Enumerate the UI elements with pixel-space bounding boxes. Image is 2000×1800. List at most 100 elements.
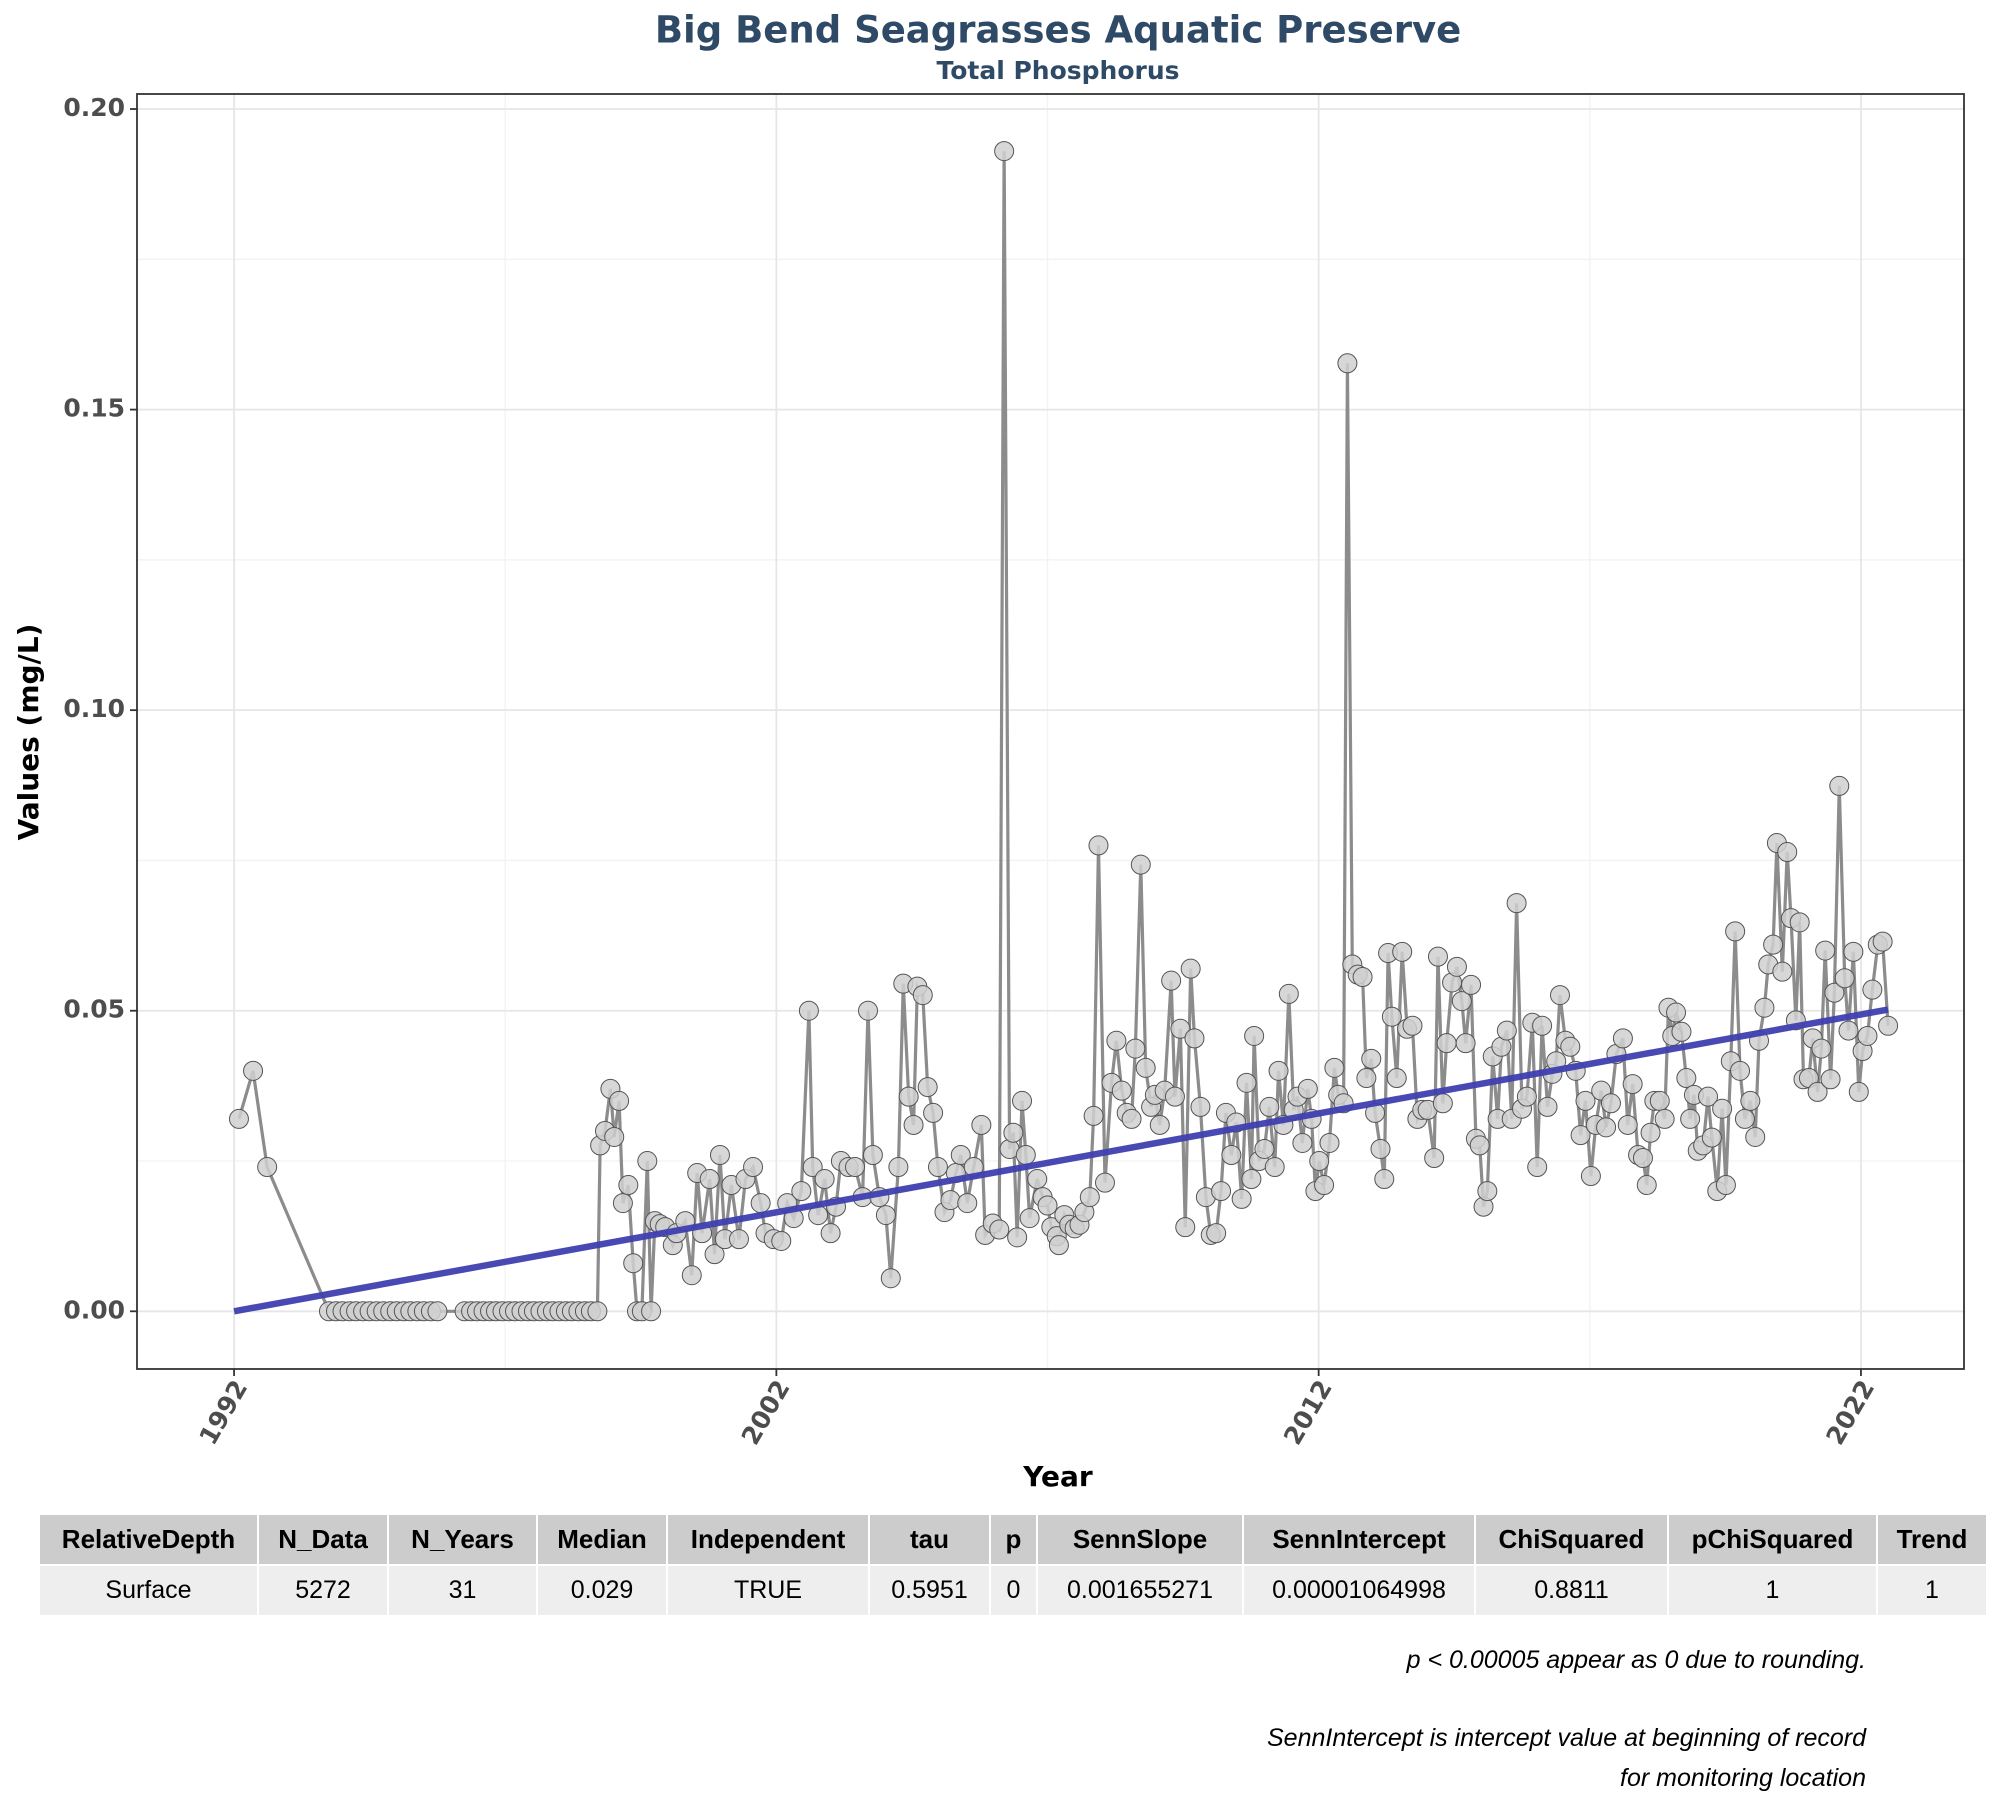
data-point: [1730, 1060, 1751, 1081]
data-point: [1612, 1028, 1633, 1049]
table-cell: Surface: [38, 1564, 259, 1617]
data-point: [1297, 1078, 1318, 1099]
column-header: SennIntercept: [1242, 1513, 1476, 1566]
data-point: [802, 1157, 823, 1178]
data-point: [845, 1157, 866, 1178]
table-cell: 5272: [257, 1564, 389, 1617]
data-point: [1130, 854, 1151, 875]
data-point: [1206, 1223, 1227, 1244]
data-point: [1319, 1132, 1340, 1153]
data-point: [1292, 1132, 1313, 1153]
data-point: [950, 1144, 971, 1165]
data-point: [1820, 1069, 1841, 1090]
data-point: [623, 1253, 644, 1274]
data-point: [1361, 1048, 1382, 1069]
data-point: [1190, 1096, 1211, 1117]
data-point: [1236, 1072, 1257, 1093]
stats-table: RelativeDepth N_Data N_Years Median Independ…: [38, 1513, 1988, 1617]
data-point: [1231, 1188, 1252, 1209]
data-point: [1848, 1081, 1869, 1102]
data-point: [1337, 353, 1358, 374]
data-point: [1184, 1028, 1205, 1049]
data-point: [1580, 1166, 1601, 1187]
data-point: [1815, 940, 1836, 961]
data-point: [1632, 1148, 1653, 1169]
data-point: [1244, 1025, 1265, 1046]
y-tick-label: 0.05: [63, 995, 125, 1024]
data-point: [1180, 958, 1201, 979]
trend-line: [233, 1006, 1889, 1315]
data-point: [1824, 982, 1845, 1003]
data-point: [903, 1114, 924, 1135]
column-header: Trend: [1876, 1513, 1988, 1566]
data-point: [1221, 1144, 1242, 1165]
data-point: [1259, 1096, 1280, 1117]
data-point: [1015, 1144, 1036, 1165]
data-point: [1048, 1235, 1069, 1256]
data-point: [1777, 842, 1798, 863]
data-point: [1019, 1208, 1040, 1229]
data-point: [1570, 1125, 1591, 1146]
y-tick-label: 0.00: [63, 1295, 125, 1324]
data-point: [1374, 1169, 1395, 1190]
data-point: [1436, 1033, 1457, 1054]
data-point: [791, 1181, 812, 1202]
data-point: [743, 1157, 764, 1178]
column-header: ChiSquared: [1474, 1513, 1669, 1566]
data-point: [1666, 1002, 1687, 1023]
table-cell: 1: [1667, 1564, 1878, 1617]
data-point: [1600, 1093, 1621, 1114]
data-point: [1838, 1020, 1859, 1041]
data-point: [1622, 1074, 1643, 1095]
data-point: [637, 1151, 658, 1172]
data-point: [994, 141, 1015, 162]
data-point: [862, 1144, 883, 1165]
data-point: [1575, 1090, 1596, 1111]
data-point: [1175, 1217, 1196, 1238]
data-point: [1381, 1006, 1402, 1027]
data-point: [1079, 1187, 1100, 1208]
data-point: [1352, 967, 1373, 988]
data-point: [1549, 985, 1570, 1006]
chart-subtitle: Total Phosphorus: [936, 56, 1179, 85]
data-point: [1763, 934, 1784, 955]
data-point: [875, 1205, 896, 1226]
column-header: SennSlope: [1036, 1513, 1244, 1566]
data-point: [1862, 979, 1883, 1000]
data-point: [957, 1193, 978, 1214]
data-point: [1834, 968, 1855, 989]
data-point: [858, 1000, 879, 1021]
data-point: [1857, 1025, 1878, 1046]
note: p < 0.00005 appear as 0 due to rounding.: [1406, 1646, 1866, 1674]
data-point: [1111, 1080, 1132, 1101]
data-point: [1772, 961, 1793, 982]
data-point: [1496, 1020, 1517, 1041]
data-point: [1807, 1081, 1828, 1102]
data-point: [1811, 1038, 1832, 1059]
data-point: [1432, 1093, 1453, 1114]
data-point: [1135, 1057, 1156, 1078]
data-point: [1161, 970, 1182, 991]
data-point: [1149, 1114, 1170, 1135]
data-point: [971, 1114, 992, 1135]
column-header: Independent: [666, 1513, 870, 1566]
data-point: [888, 1157, 909, 1178]
data-point: [1254, 1138, 1275, 1159]
data-point: [1527, 1157, 1548, 1178]
data-point: [917, 1077, 938, 1098]
data-point: [1516, 1086, 1537, 1107]
data-point: [1745, 1126, 1766, 1147]
data-point: [814, 1169, 835, 1190]
data-point: [1680, 1108, 1701, 1129]
data-point: [1537, 1096, 1558, 1117]
data-point: [587, 1301, 608, 1322]
table-cell: 0: [989, 1564, 1038, 1617]
data-point: [1715, 1175, 1736, 1196]
column-header: N_Years: [387, 1513, 538, 1566]
chart-title: Big Bend Seagrasses Aquatic Preserve: [655, 9, 1461, 52]
data-point: [1427, 946, 1448, 967]
data-point: [1106, 1030, 1127, 1051]
data-point: [427, 1301, 448, 1322]
x-axis-title: Year: [1022, 1460, 1093, 1493]
data-point: [1003, 1122, 1024, 1143]
